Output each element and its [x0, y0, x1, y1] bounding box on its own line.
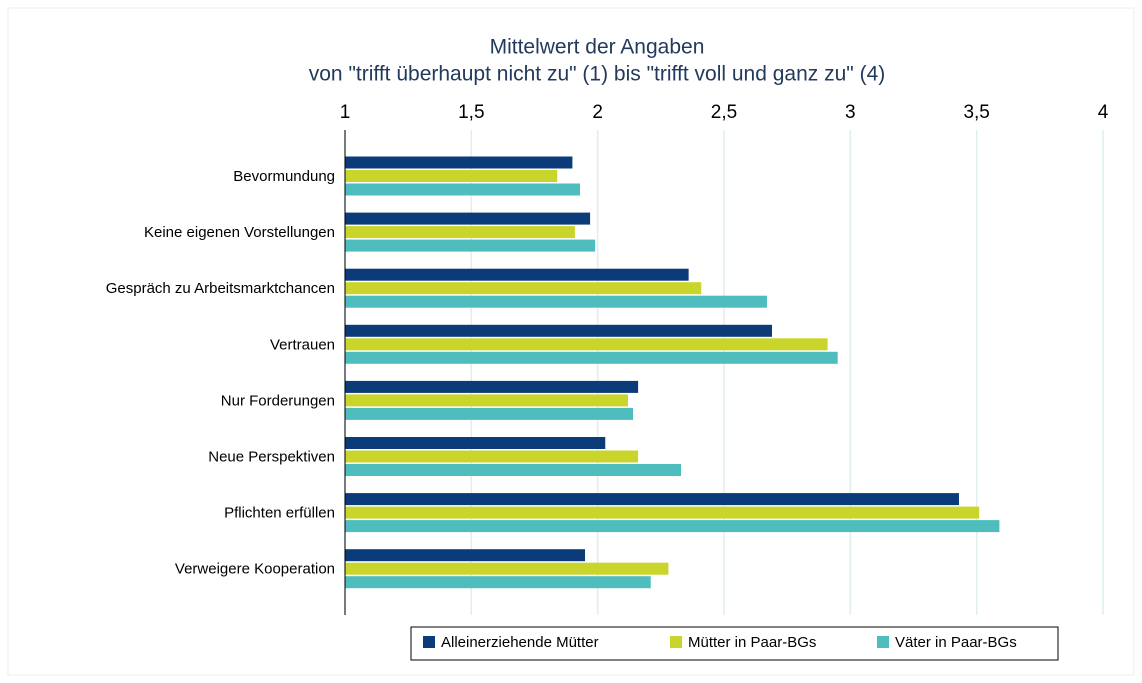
bar [345, 576, 651, 589]
y-tick-label: Neue Perspektiven [208, 448, 335, 465]
legend-swatch [877, 636, 889, 648]
bar [345, 183, 580, 196]
y-tick-label: Gespräch zu Arbeitsmarktchancen [106, 280, 335, 297]
bar [345, 394, 628, 407]
legend-swatch [423, 636, 435, 648]
y-tick-label: Verweigere Kooperation [175, 561, 335, 578]
legend-swatch [670, 636, 682, 648]
y-tick-label: Pflichten erfüllen [224, 505, 335, 522]
x-tick-label: 3,5 [963, 102, 989, 123]
y-tick-label: Bevormundung [233, 168, 335, 185]
frame [7, 7, 1135, 676]
bar [345, 520, 1000, 533]
x-tick-label: 2,5 [711, 102, 737, 123]
bar [345, 226, 575, 239]
bar [345, 351, 838, 364]
x-tick-label: 4 [1098, 102, 1109, 123]
bar [345, 239, 596, 252]
bar [345, 295, 767, 308]
bar [345, 156, 573, 169]
bar [345, 324, 773, 337]
x-tick-label: 3 [845, 102, 856, 123]
bar [345, 282, 702, 295]
x-tick-label: 2 [592, 102, 603, 123]
chart-title: Mittelwert der Angaben [490, 36, 705, 59]
legend-label: Mütter in Paar-BGs [688, 634, 816, 651]
bar [345, 268, 689, 281]
x-tick-label: 1 [340, 102, 351, 123]
bar [345, 407, 634, 420]
legend-box [410, 626, 1059, 661]
bar [345, 493, 959, 506]
y-tick-label: Nur Forderungen [221, 392, 335, 409]
bar [345, 338, 828, 351]
bar [345, 549, 586, 562]
chart-subtitle: von "trifft überhaupt nicht zu" (1) bis … [309, 63, 886, 86]
bar [345, 562, 669, 575]
legend-label: Väter in Paar-BGs [895, 634, 1017, 651]
bar [345, 506, 980, 519]
bar [345, 437, 606, 449]
bar [345, 212, 591, 225]
y-tick-label: Vertrauen [270, 336, 335, 353]
y-tick-label: Keine eigenen Vorstellungen [144, 224, 335, 241]
x-tick-label: 1,5 [458, 102, 484, 123]
bar [345, 464, 682, 476]
bar [345, 170, 558, 182]
legend-label: Alleinerziehende Mütter [441, 634, 599, 651]
bar [345, 380, 639, 393]
bar [345, 450, 639, 463]
